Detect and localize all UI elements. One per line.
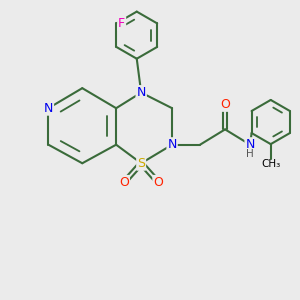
Text: CH₃: CH₃: [261, 159, 280, 170]
Text: N: N: [167, 138, 177, 151]
Text: O: O: [119, 176, 129, 189]
Text: N: N: [136, 86, 146, 99]
Text: N: N: [245, 138, 255, 151]
Text: F: F: [118, 17, 125, 30]
Text: N: N: [44, 102, 53, 115]
Text: O: O: [220, 98, 230, 111]
Text: H: H: [246, 148, 254, 158]
Text: O: O: [153, 176, 163, 189]
Text: S: S: [137, 157, 145, 170]
